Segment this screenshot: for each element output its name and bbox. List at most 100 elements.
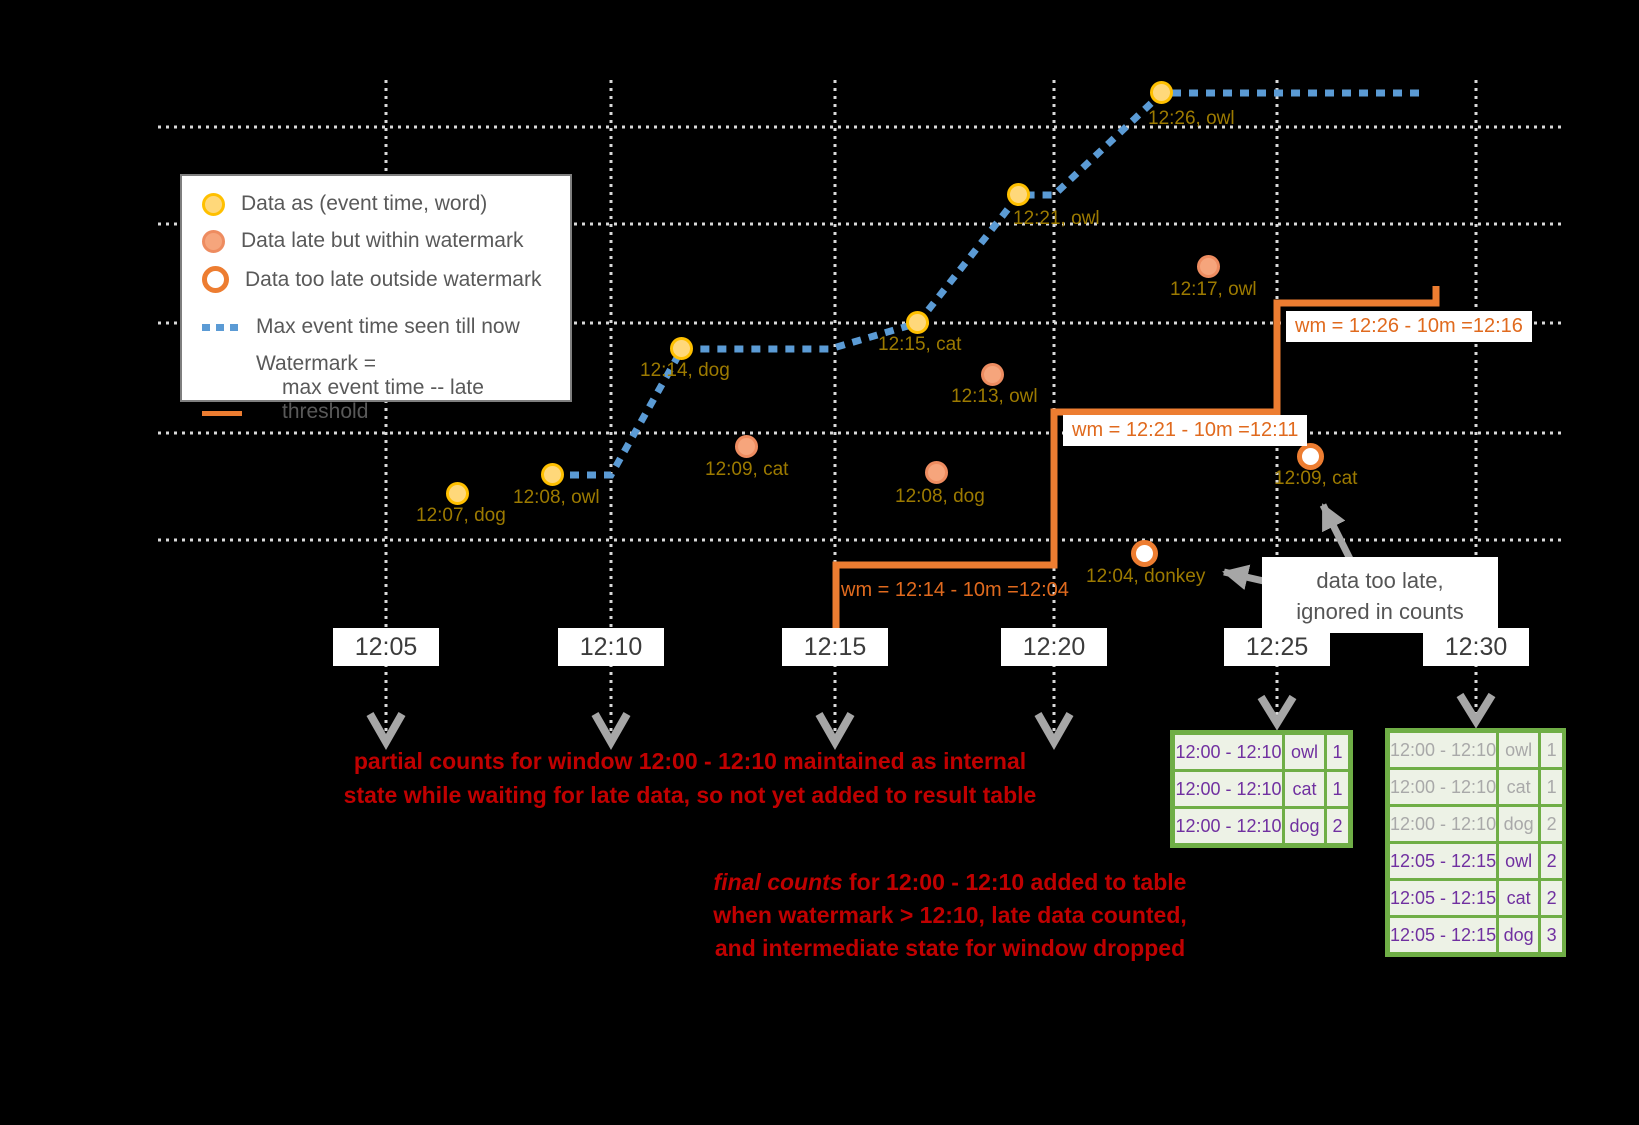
cell-word: dog xyxy=(1499,918,1539,952)
cell-word: owl xyxy=(1499,733,1539,767)
point-label: 12:14, dog xyxy=(640,360,730,381)
watermark-line-icon xyxy=(202,411,242,416)
axis-tick-12-25: 12:25 xyxy=(1224,628,1330,666)
cell-count: 2 xyxy=(1327,809,1348,843)
note-line: partial counts for window 12:00 - 12:10 … xyxy=(353,748,1027,774)
cell-window: 12:00 - 12:10 xyxy=(1175,735,1282,769)
note-line: and intermediate state for window droppe… xyxy=(714,935,1186,961)
legend-item-on-time: Data as (event time, word) xyxy=(202,192,570,216)
cell-window: 12:00 - 12:10 xyxy=(1390,807,1497,841)
cell-count: 1 xyxy=(1327,735,1348,769)
table-row: 12:00 - 12:10 cat 1 xyxy=(1175,772,1348,806)
cell-count: 1 xyxy=(1327,772,1348,806)
legend-item-too-late: Data too late outside watermark xyxy=(202,266,570,293)
note-line: when watermark > 12:10, late data counte… xyxy=(713,902,1187,928)
axis-tick-12-10: 12:10 xyxy=(558,628,664,666)
point-label: 12:08, dog xyxy=(895,486,985,507)
cell-count: 3 xyxy=(1541,918,1563,952)
on-time-point-icon xyxy=(202,192,225,216)
watermark-label: wm = 12:21 - 10m =12:11 xyxy=(1063,415,1308,446)
cell-window: 12:05 - 12:15 xyxy=(1390,918,1497,952)
partial-counts-note: partial counts for window 12:00 - 12:10 … xyxy=(280,744,1100,812)
data-point xyxy=(670,337,693,360)
cell-count: 2 xyxy=(1541,807,1563,841)
watermark-label: wm = 12:26 - 10m =12:16 xyxy=(1286,311,1532,342)
legend: Data as (event time, word) Data late but… xyxy=(180,174,572,423)
table-row: 12:00 - 12:10 cat 1 xyxy=(1390,770,1563,804)
table-row: 12:00 - 12:10 owl 1 xyxy=(1175,735,1348,769)
callout-line: ignored in counts xyxy=(1296,599,1464,624)
table-row: 12:00 - 12:10 owl 1 xyxy=(1390,733,1563,767)
result-table-12-25: 12:00 - 12:10 owl 1 12:00 - 12:10 cat 1 … xyxy=(1170,730,1353,848)
data-point xyxy=(541,463,564,486)
final-counts-note: final counts for 12:00 - 12:10 added to … xyxy=(600,866,1300,965)
axis-arrow-icons xyxy=(366,692,1496,751)
late-point-icon xyxy=(202,229,225,253)
too-late-data-point xyxy=(1131,540,1158,567)
point-label: 12:04, donkey xyxy=(1086,566,1206,587)
legend-item-late: Data late but within watermark xyxy=(202,229,570,253)
cell-word: dog xyxy=(1285,809,1324,843)
late-data-point xyxy=(925,461,948,484)
legend-label: Data late but within watermark xyxy=(241,229,524,252)
late-data-point xyxy=(735,435,758,458)
cell-count: 2 xyxy=(1541,881,1563,915)
cell-window: 12:00 - 12:10 xyxy=(1390,733,1497,767)
legend-item-watermark: Watermark = max event time -- late thres… xyxy=(202,352,570,424)
table-row: 12:05 - 12:15 owl 2 xyxy=(1390,844,1563,878)
cell-word: cat xyxy=(1499,881,1539,915)
note-emphasis: final counts xyxy=(713,869,843,895)
cell-count: 2 xyxy=(1541,844,1563,878)
too-late-point-icon xyxy=(202,266,229,293)
cell-window: 12:00 - 12:10 xyxy=(1390,770,1497,804)
axis-tick-12-30: 12:30 xyxy=(1423,628,1529,666)
point-label: 12:26, owl xyxy=(1148,108,1235,129)
table-row: 12:00 - 12:10 dog 2 xyxy=(1390,807,1563,841)
table-row: 12:05 - 12:15 dog 3 xyxy=(1390,918,1563,952)
point-label: 12:13, owl xyxy=(951,386,1038,407)
axis-tick-12-20: 12:20 xyxy=(1001,628,1107,666)
table-row: 12:00 - 12:10 dog 2 xyxy=(1175,809,1348,843)
cell-count: 1 xyxy=(1541,770,1563,804)
point-label: 12:08, owl xyxy=(513,487,600,508)
watermark-label: wm = 12:14 - 10m =12:04 xyxy=(841,579,1069,601)
late-data-point xyxy=(981,363,1004,386)
cell-word: dog xyxy=(1499,807,1539,841)
too-late-data-point xyxy=(1297,443,1324,470)
watermark-line xyxy=(832,286,1440,629)
data-point xyxy=(906,311,929,334)
point-label: 12:17, owl xyxy=(1170,279,1257,300)
cell-word: cat xyxy=(1285,772,1324,806)
legend-item-max-event-time: Max event time seen till now xyxy=(202,315,570,339)
too-late-callout: data too late, ignored in counts xyxy=(1262,557,1498,633)
legend-label: Max event time seen till now xyxy=(256,315,520,338)
cell-count: 1 xyxy=(1541,733,1563,767)
table-row: 12:05 - 12:15 cat 2 xyxy=(1390,881,1563,915)
axis-tick-12-15: 12:15 xyxy=(782,628,888,666)
note-line: final counts for 12:00 - 12:10 added to … xyxy=(713,869,1187,895)
legend-label: Data too late outside watermark xyxy=(245,267,542,291)
cell-window: 12:00 - 12:10 xyxy=(1175,809,1282,843)
point-label: 12:15, cat xyxy=(878,334,962,355)
data-point xyxy=(1007,183,1030,206)
legend-label: Data as (event time, word) xyxy=(241,192,488,215)
late-data-point xyxy=(1197,255,1220,278)
data-point xyxy=(1150,81,1173,104)
cell-window: 12:00 - 12:10 xyxy=(1175,772,1282,806)
point-label: 12:09, cat xyxy=(1274,468,1358,489)
point-label: 12:09, cat xyxy=(705,459,789,480)
legend-sublabel: max event time -- late threshold xyxy=(282,376,484,423)
max-event-time-line-icon xyxy=(202,323,242,331)
callout-line: data too late, xyxy=(1316,568,1444,593)
cell-window: 12:05 - 12:15 xyxy=(1390,881,1497,915)
result-table-12-30: 12:00 - 12:10 owl 1 12:00 - 12:10 cat 1 … xyxy=(1385,728,1566,957)
point-label: 12:21, owl xyxy=(1013,208,1100,229)
legend-label: Watermark = xyxy=(256,352,376,375)
note-line: state while waiting for late data, so no… xyxy=(343,782,1037,808)
point-label: 12:07, dog xyxy=(416,505,506,526)
cell-word: owl xyxy=(1285,735,1324,769)
cell-word: cat xyxy=(1499,770,1539,804)
cell-word: owl xyxy=(1499,844,1539,878)
axis-tick-12-05: 12:05 xyxy=(333,628,439,666)
